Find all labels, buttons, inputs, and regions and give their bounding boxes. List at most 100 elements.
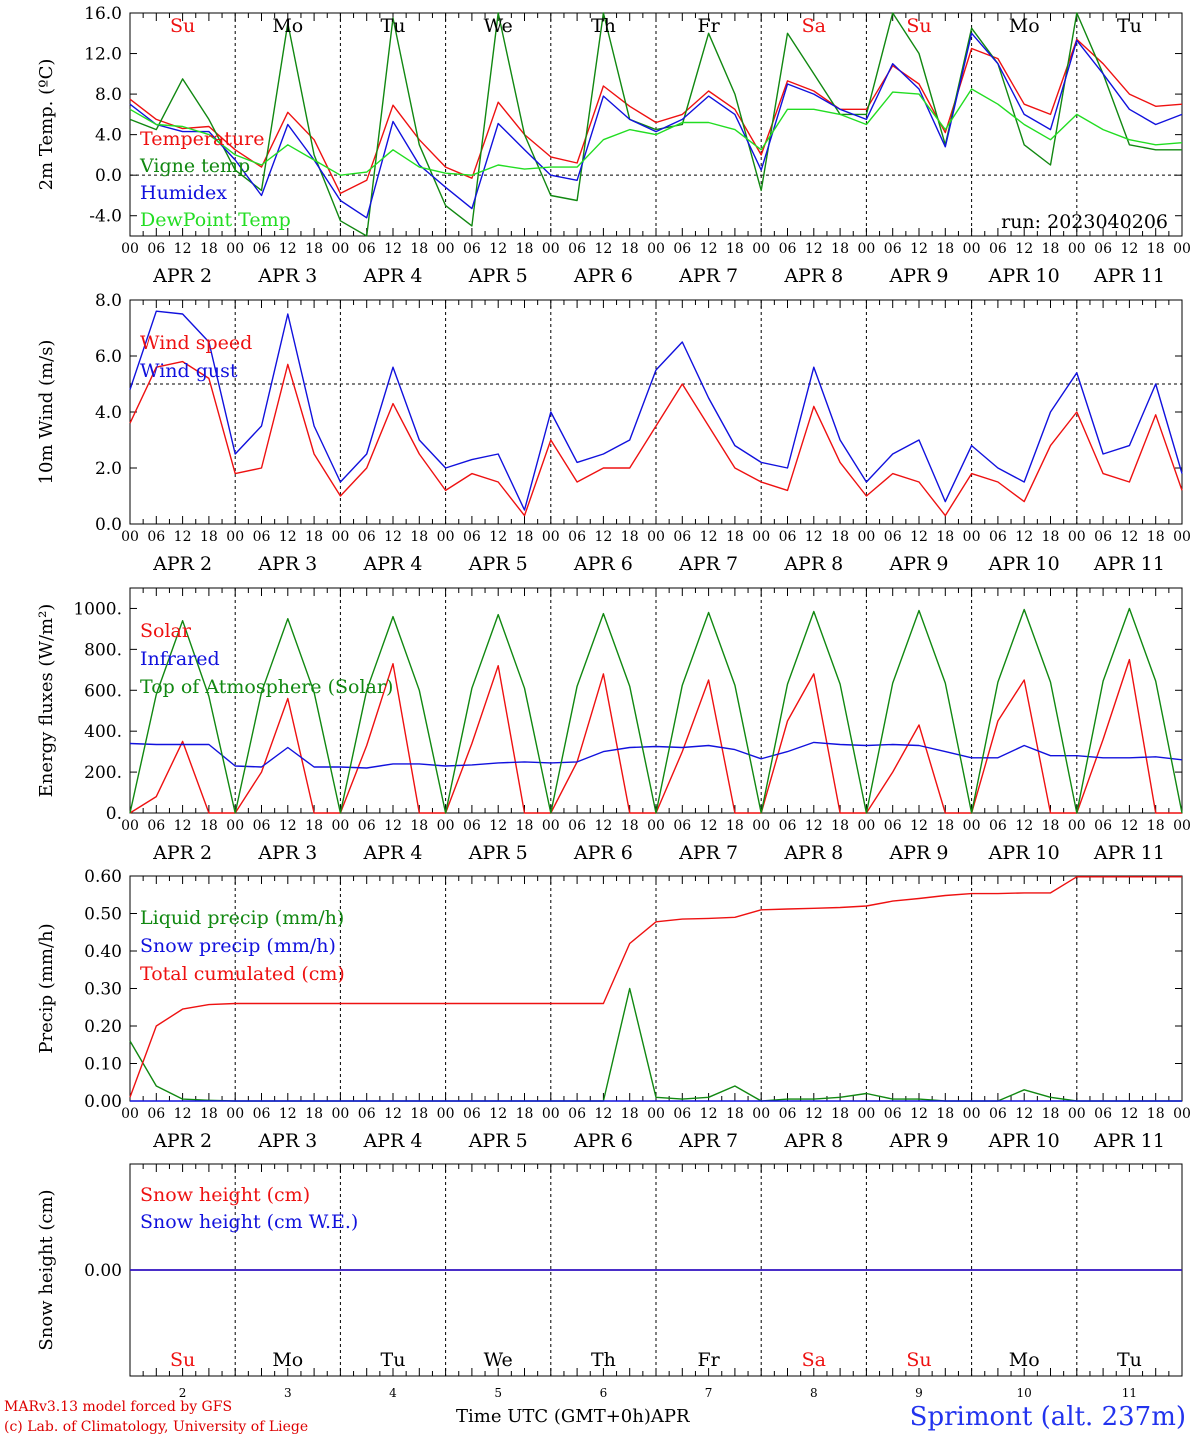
weekday-label: Tu [381,1349,406,1371]
x-hour-label: 06 [779,241,797,257]
legend-entry: Wind speed [140,332,252,354]
y-axis-label: Precip (mm/h) [36,923,57,1053]
x-hour-label: 06 [253,529,271,545]
x-hour-label: 18 [1147,529,1165,545]
series-line-1-3 [129,32,1183,219]
plot-frame [129,299,1183,525]
x-hour-label: 00 [226,1106,244,1122]
time-utc-label: Time UTC (GMT+0h) [456,1406,651,1427]
x-date-label: APR 5 [468,265,528,287]
x-hour-label: 06 [253,1106,271,1122]
x-hour-label: 00 [542,529,560,545]
weekday-label: Mo [272,1349,303,1371]
weekday-label: Su [170,15,195,37]
weekday-label: Tu [1117,1349,1142,1371]
x-hour-label: 18 [621,241,639,257]
x-hour-label: 18 [831,241,849,257]
x-hour-label: 12 [1120,818,1138,834]
y-tick-label: 0. [106,804,122,824]
x-hour-label: 12 [1120,241,1138,257]
x-hour-label: 06 [779,529,797,545]
x-hour-label: 00 [437,529,455,545]
legend-entry: Humidex [140,182,227,204]
x-hour-label: 18 [305,818,323,834]
x-hour-label: 00 [1068,818,1086,834]
lab-credit: (c) Lab. of Climatology, University of L… [4,1419,309,1435]
x-hour-label: 18 [726,529,744,545]
model-credit: MARv3.13 model forced by GFS [4,1399,233,1415]
x-hour-label: 12 [910,241,928,257]
x-hour-label: 12 [384,818,402,834]
x-hour-label: 06 [673,529,691,545]
x-hour-label: 18 [516,529,534,545]
series-line-2-2 [129,310,1183,511]
x-hour-label: 18 [936,529,954,545]
weekday-label: Sa [802,1349,826,1371]
x-hour-label: 00 [1173,1106,1191,1122]
y-tick-label: 0.20 [84,1017,122,1037]
y-tick-label: 0.40 [84,942,122,962]
x-hour-label: 06 [779,1106,797,1122]
x-hour-label: 00 [857,1106,875,1122]
weekday-label: Mo [272,15,303,37]
x-date-label: APR 9 [889,553,949,575]
x-date-label: APR 2 [152,265,212,287]
x-date-label: APR 6 [573,1130,633,1152]
x-hour-label: 00 [1173,529,1191,545]
x-date-label: APR 9 [889,265,949,287]
x-hour-label: 12 [1015,1106,1033,1122]
legend-entry: Infrared [140,648,220,670]
x-date-label: APR 8 [783,842,843,864]
day-number-label: 8 [810,1386,818,1400]
x-hour-label: 18 [516,241,534,257]
legend-entry: Liquid precip (mm/h) [140,907,344,929]
chart-panel-5: 0.00 Snow height (cm) Snow height (cm) Snow… [36,1163,1183,1400]
x-hour-label: 12 [594,241,612,257]
weekday-label: Mo [1009,1349,1040,1371]
x-date-label: APR 9 [889,1130,949,1152]
x-hour-label: 12 [384,1106,402,1122]
y-tick-label: 1000. [73,599,122,619]
x-date-label: APR 11 [1093,842,1165,864]
x-date-label: APR 4 [363,842,423,864]
x-hour-label: 00 [542,241,560,257]
x-date-label: APR 5 [468,842,528,864]
x-hour-label: 12 [805,818,823,834]
x-hour-label: 06 [1094,241,1112,257]
x-hour-label: 12 [910,1106,928,1122]
weekday-label: Th [591,15,616,37]
weekday-label: Su [906,15,931,37]
x-date-label: APR 7 [678,265,738,287]
x-hour-label: 00 [857,818,875,834]
x-hour-label: 00 [121,529,139,545]
day-number-label: 6 [600,1386,608,1400]
x-hour-label: 12 [174,241,192,257]
month-label: APR [650,1406,690,1427]
x-hour-label: 18 [410,529,428,545]
x-hour-label: 00 [1068,241,1086,257]
x-hour-label: 12 [1015,529,1033,545]
weekday-label: Tu [381,15,406,37]
day-number-label: 9 [915,1386,923,1400]
x-hour-label: 06 [358,818,376,834]
x-hour-label: 00 [226,529,244,545]
y-tick-label: -4.0 [89,207,122,227]
x-hour-label: 18 [936,1106,954,1122]
x-hour-label: 18 [726,818,744,834]
y-tick-label: 0.00 [84,1092,122,1112]
x-date-label: APR 10 [988,553,1060,575]
y-tick-label: 8.0 [95,291,122,311]
x-hour-label: 06 [989,529,1007,545]
x-hour-label: 18 [200,818,218,834]
x-date-label: APR 9 [889,842,949,864]
x-hour-label: 06 [884,1106,902,1122]
x-hour-label: 00 [963,241,981,257]
x-hour-label: 18 [621,1106,639,1122]
x-hour-label: 18 [1147,1106,1165,1122]
x-date-label: APR 3 [257,1130,317,1152]
day-number-label: 7 [705,1386,713,1400]
x-hour-label: 06 [358,241,376,257]
x-hour-label: 00 [857,241,875,257]
x-hour-label: 12 [700,818,718,834]
legend-entry: Top of Atmosphere (Solar) [140,676,393,698]
